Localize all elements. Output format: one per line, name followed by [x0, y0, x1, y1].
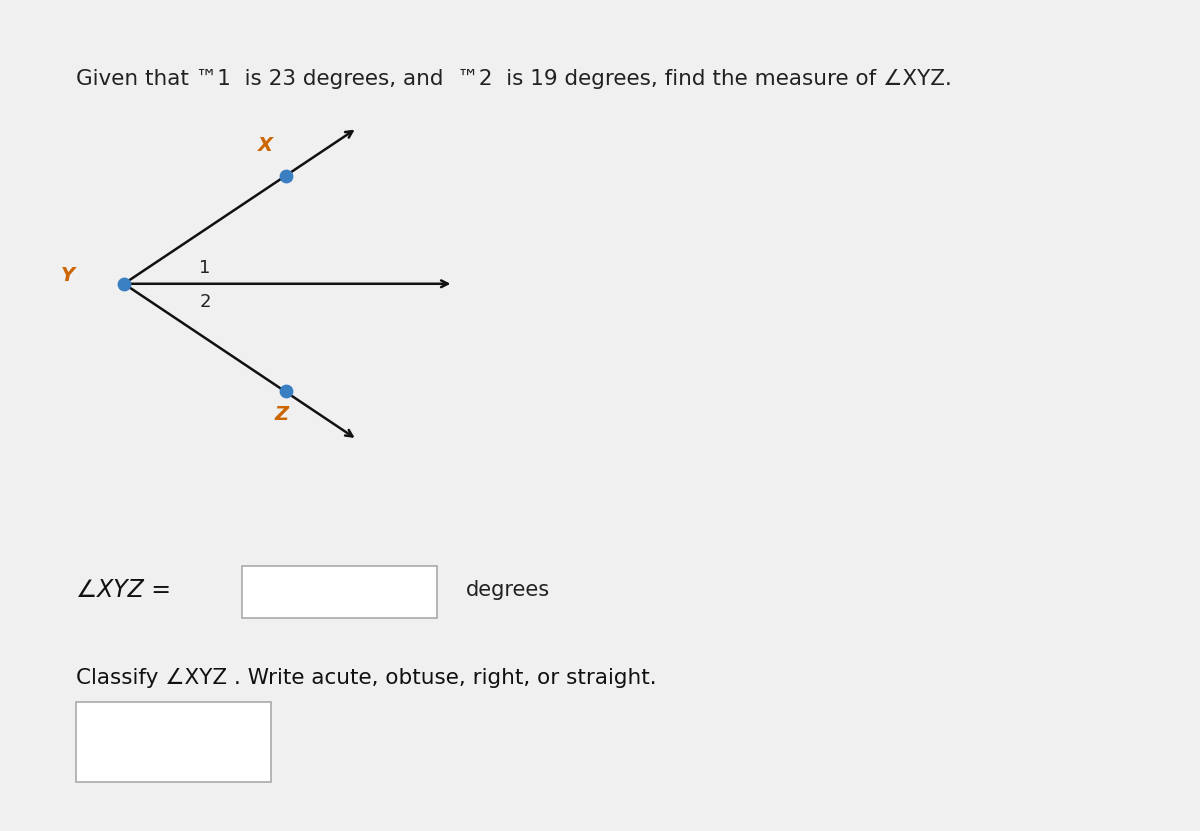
Text: 1: 1 — [199, 259, 211, 278]
Text: Classify ∠ΧΥΖ . Write acute, obtuse, right, or straight.: Classify ∠ΧΥΖ . Write acute, obtuse, rig… — [76, 668, 656, 688]
Text: degrees: degrees — [466, 580, 550, 600]
Text: Z: Z — [274, 405, 288, 424]
FancyBboxPatch shape — [76, 702, 271, 782]
Point — [276, 385, 295, 398]
Text: Given that ™1  is 23 degrees, and  ™2  is 19 degrees, find the measure of ∠ΧΥΖ.: Given that ™1 is 23 degrees, and ™2 is 1… — [76, 69, 952, 89]
Text: ∠ΧΥΖ =: ∠ΧΥΖ = — [76, 578, 170, 602]
Point — [276, 170, 295, 183]
FancyBboxPatch shape — [242, 566, 437, 618]
Text: X: X — [258, 135, 274, 155]
Text: Y: Y — [61, 266, 76, 285]
Text: 2: 2 — [199, 293, 211, 311]
Point — [114, 277, 133, 290]
